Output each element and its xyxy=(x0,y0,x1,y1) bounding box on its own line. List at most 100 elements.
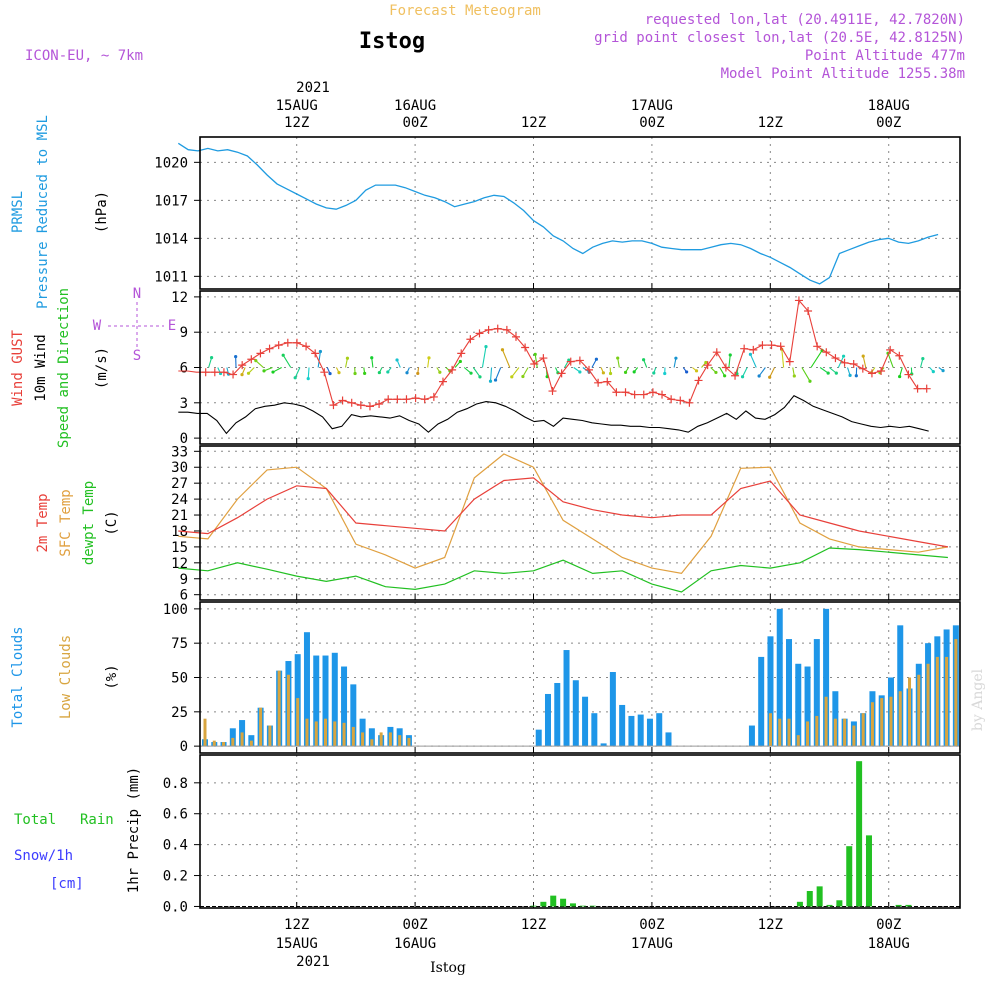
wind-arrow-head xyxy=(941,369,945,373)
low-cloud-bar xyxy=(768,713,772,747)
low-cloud-bar xyxy=(240,732,244,747)
tsfc-line xyxy=(178,453,949,575)
product-title: Forecast Meteogram xyxy=(389,3,541,19)
low-cloud-bar xyxy=(361,732,365,747)
wind-arrow-head xyxy=(246,371,251,375)
wind-arrow-head xyxy=(377,370,381,375)
total-cloud-bar xyxy=(813,639,820,747)
total-cloud-bar xyxy=(795,663,802,747)
panel1-labels: PRMSL Pressure Reduced to MSL (hPa) xyxy=(10,115,110,309)
top-year: 2021 xyxy=(296,80,330,96)
bottom-hour-label: 12Z xyxy=(284,917,309,933)
bottom-hour-label: 00Z xyxy=(402,917,427,933)
y-tick-label: 1014 xyxy=(154,231,188,247)
wind-arrow-head xyxy=(632,370,636,374)
y-tick-label: 27 xyxy=(171,476,188,492)
wind-arrow-head xyxy=(306,376,310,381)
precip-label: 1hr Precip (mm) xyxy=(126,767,142,893)
wind-arrow-head xyxy=(623,370,628,374)
gust-marker xyxy=(247,355,256,364)
low-cloud-bar xyxy=(935,656,939,747)
gust-marker xyxy=(229,370,238,379)
wind-arrow-head xyxy=(458,359,462,364)
low-cloud-bar xyxy=(314,721,318,747)
total-cloud-bar xyxy=(229,728,236,747)
gust-marker xyxy=(530,359,539,368)
wind-arrow-head xyxy=(931,369,935,374)
wind-arrow-head xyxy=(484,344,488,349)
gust-marker xyxy=(210,368,219,377)
bottom-year: 2021 xyxy=(296,954,330,970)
gust-marker xyxy=(840,358,849,367)
total-cloud-bar xyxy=(637,714,644,747)
gust-marker xyxy=(438,377,447,386)
wind-arrow-head xyxy=(567,358,571,362)
precip-bar xyxy=(796,901,803,907)
y-tick-label: 18 xyxy=(171,524,188,540)
gust-marker xyxy=(794,296,803,305)
pressure-desc-label: Pressure Reduced to MSL xyxy=(35,115,51,309)
y-tick-label: 0.2 xyxy=(163,869,188,885)
low-cloud-bar xyxy=(296,698,300,747)
total-cloud-bar xyxy=(591,713,598,747)
precip-bar xyxy=(806,891,813,907)
wind-arrow-head xyxy=(601,371,605,375)
compass-w: W xyxy=(93,318,102,334)
pressure-unit: (hPa) xyxy=(94,191,110,233)
gust-marker xyxy=(429,392,438,401)
total-cloud-bar xyxy=(646,718,653,747)
low-cloud-bar xyxy=(388,732,392,747)
precip-bar xyxy=(846,846,853,907)
y-tick-label: 33 xyxy=(171,444,188,460)
total-cloud-bar xyxy=(341,666,348,747)
wind-arrow xyxy=(511,367,520,378)
wind-arrows xyxy=(208,344,945,383)
gust-marker xyxy=(767,341,776,350)
wind-arrow-head xyxy=(234,355,238,359)
bottom-hour-label: 12Z xyxy=(521,917,546,933)
low-cloud-bar xyxy=(259,707,263,747)
gust-marker xyxy=(822,348,831,357)
low-cloud-bar xyxy=(945,656,949,747)
gust-marker xyxy=(594,378,603,387)
y-tick-label: 1011 xyxy=(154,269,188,285)
low-cloud-bar xyxy=(815,715,819,747)
wind-arrow-head xyxy=(363,371,367,376)
panel-border xyxy=(199,601,961,754)
tsfc-label: SFC Temp xyxy=(58,489,74,556)
y-tick-label: 0 xyxy=(180,739,188,755)
y-tick-label: 30 xyxy=(171,460,188,476)
y-tick-label: 6 xyxy=(180,361,188,377)
wind-arrow-head xyxy=(493,378,498,382)
gust-marker xyxy=(813,342,822,351)
gust-marker xyxy=(904,370,913,379)
wind-arrow-head xyxy=(841,354,846,358)
wind-arrow-head xyxy=(685,370,689,374)
wind-arrow-head xyxy=(768,375,772,379)
snow-unit: [cm] xyxy=(50,876,84,892)
wind-arrow-head xyxy=(395,358,399,362)
gust-marker xyxy=(740,344,749,353)
total-label: Total xyxy=(14,812,56,828)
wind-arrow xyxy=(887,353,894,368)
wind-arrow-head xyxy=(510,375,514,379)
gust-marker xyxy=(521,343,530,352)
low-cloud-bar xyxy=(852,725,856,747)
total-cloud-bar xyxy=(582,696,589,747)
low-clouds-label: Low Clouds xyxy=(58,635,74,719)
total-cloud-bar xyxy=(322,655,329,747)
low-cloud-bar xyxy=(212,740,216,747)
station-title: Istog xyxy=(359,29,425,54)
y-tick-label: 0 xyxy=(180,431,188,447)
y-tick-label: 15 xyxy=(171,540,188,556)
precip-bar xyxy=(550,895,557,907)
y-tick-label: 50 xyxy=(171,671,188,687)
precip-bar xyxy=(560,898,567,907)
wind-arrow xyxy=(742,367,748,377)
wind-arrow-head xyxy=(641,358,646,362)
gust-marker xyxy=(676,396,685,405)
panel3-labels: 2m Temp SFC Temp dewpt Temp (C) xyxy=(35,481,120,565)
total-clouds-label: Total Clouds xyxy=(10,626,26,727)
precip-bar xyxy=(589,905,596,907)
